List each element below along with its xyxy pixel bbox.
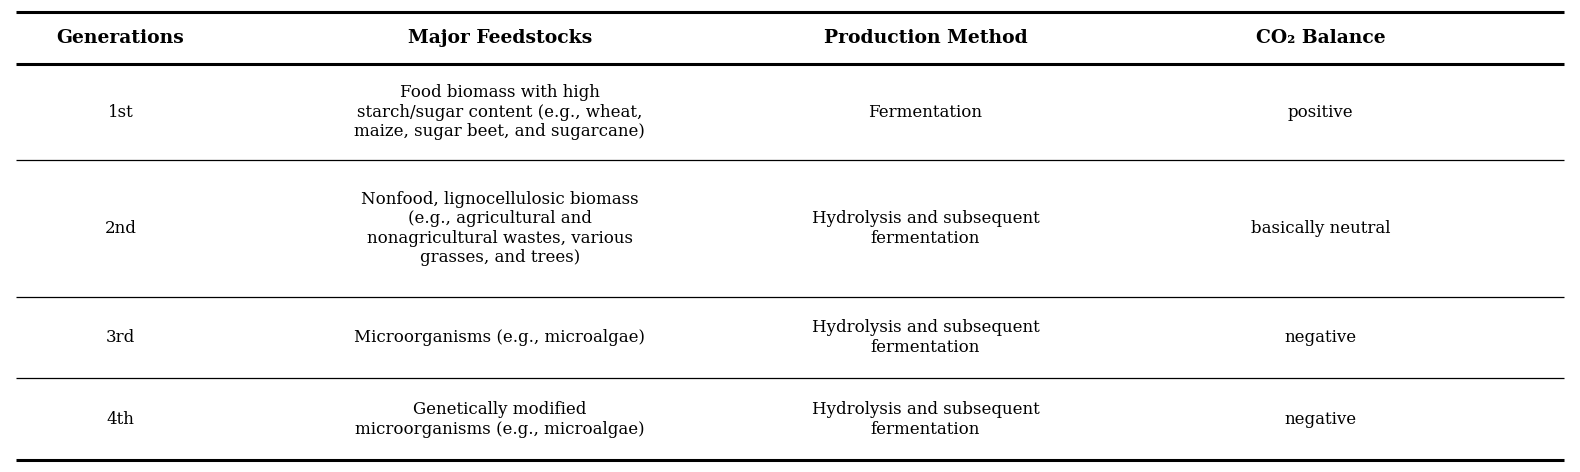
Text: Genetically modified
microorganisms (e.g., microalgae): Genetically modified microorganisms (e.g… — [356, 401, 645, 438]
Text: 4th: 4th — [106, 411, 134, 428]
Text: Hydrolysis and subsequent
fermentation: Hydrolysis and subsequent fermentation — [812, 319, 1040, 356]
Text: Hydrolysis and subsequent
fermentation: Hydrolysis and subsequent fermentation — [812, 401, 1040, 438]
Text: Microorganisms (e.g., microalgae): Microorganisms (e.g., microalgae) — [354, 329, 645, 346]
Text: 2nd: 2nd — [104, 220, 136, 237]
Text: Fermentation: Fermentation — [869, 104, 983, 121]
Text: positive: positive — [1288, 104, 1352, 121]
Text: Production Method: Production Method — [823, 29, 1027, 47]
Text: Nonfood, lignocellulosic biomass
(e.g., agricultural and
nonagricultural wastes,: Nonfood, lignocellulosic biomass (e.g., … — [360, 191, 638, 267]
Text: negative: negative — [1285, 329, 1356, 346]
Text: Hydrolysis and subsequent
fermentation: Hydrolysis and subsequent fermentation — [812, 210, 1040, 247]
Text: Generations: Generations — [57, 29, 185, 47]
Text: 3rd: 3rd — [106, 329, 134, 346]
Text: CO₂ Balance: CO₂ Balance — [1256, 29, 1386, 47]
Text: 1st: 1st — [107, 104, 133, 121]
Text: negative: negative — [1285, 411, 1356, 428]
Text: Food biomass with high
starch/sugar content (e.g., wheat,
maize, sugar beet, and: Food biomass with high starch/sugar cont… — [354, 84, 645, 140]
Text: basically neutral: basically neutral — [1251, 220, 1390, 237]
Text: Major Feedstocks: Major Feedstocks — [408, 29, 592, 47]
